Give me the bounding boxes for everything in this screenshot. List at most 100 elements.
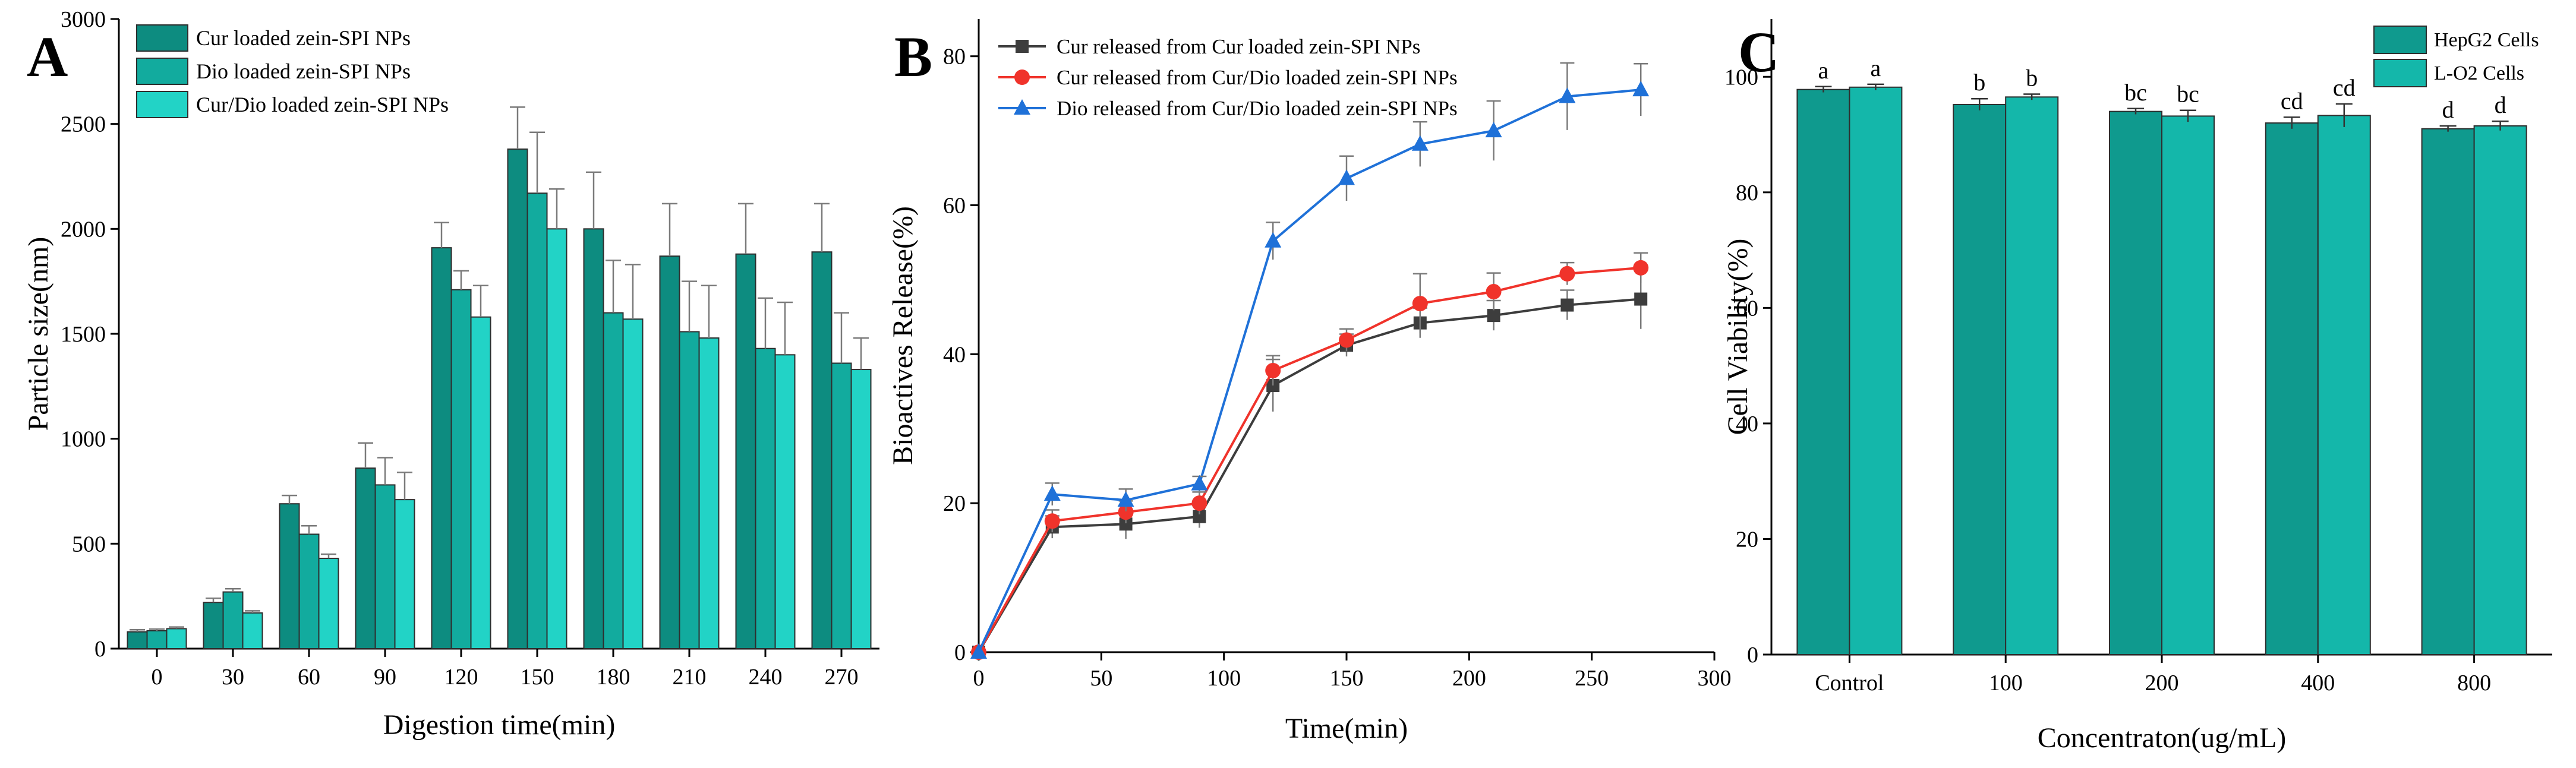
panel-b-y-tick-label: 20 [943, 491, 966, 516]
panel-a-x-tick-label: 150 [521, 665, 554, 690]
panel-a-x-axis-title: Digestion time(min) [383, 709, 616, 741]
panel-c-y-tick-label: 80 [1736, 181, 1758, 206]
panel-a-bar [127, 631, 148, 649]
panel-b-series-line [978, 266, 1641, 653]
panel-a-legend-label: Dio loaded zein-SPI NPs [196, 59, 411, 83]
panel-c-y-tick-label: 40 [1736, 412, 1758, 437]
panel-a-x-tick-label: 60 [298, 665, 320, 690]
panel-b-data-point [1559, 87, 1576, 103]
panel-a-y-tick-label: 2000 [61, 217, 106, 242]
panel-c-legend-label: HepG2 Cells [2434, 29, 2539, 51]
panel-c-bar [2109, 110, 2162, 656]
panel-c-x-tick-label: 400 [2301, 671, 2335, 696]
panel-c-significance-label: d [2442, 96, 2454, 123]
panel-c-legend-swatch [2373, 59, 2427, 87]
panel-b-data-point [1265, 362, 1281, 378]
panel-b-data-point [1043, 485, 1061, 501]
panel-c-significance-label: cd [2333, 74, 2356, 101]
panel-b-data-point [1412, 296, 1428, 312]
panel-c-y-tick-label: 20 [1736, 527, 1758, 552]
panel-b-y-tick-label: 60 [943, 194, 966, 219]
panel-a-bar [603, 312, 624, 649]
panel-a-x-tick-label: 240 [749, 665, 783, 690]
panel-a-bar [811, 251, 833, 649]
panel-b-data-point [1559, 266, 1575, 282]
panel-c-x-tick-label: 100 [1989, 671, 2023, 696]
panel-a-bar [659, 255, 680, 649]
panel-b-data-point [1191, 475, 1208, 491]
panel-a-x-tick-label: 120 [444, 665, 478, 690]
panel-b-x-tick-label: 200 [1452, 666, 1486, 691]
panel-b-legend-label: Cur released from Cur/Dio loaded zein-SP… [1057, 66, 1458, 89]
panel-a-bar [735, 253, 756, 649]
panel-b-data-point [1193, 510, 1206, 523]
panel-b-label: B [894, 25, 932, 89]
panel-b-data-point [970, 643, 987, 659]
panel-b-x-tick-label: 150 [1330, 666, 1364, 691]
panel-c-bar [2473, 125, 2527, 656]
panel-b-data-point [1117, 491, 1134, 507]
panel-b-data-point [1632, 81, 1650, 97]
panel-a-legend-swatch [136, 24, 188, 52]
panel-c-x-tick-label: Control [1815, 671, 1884, 696]
panel-b-x-tick-label: 250 [1575, 666, 1609, 691]
panel-a-bar [679, 331, 700, 649]
panel-b-y-tick-label: 0 [954, 640, 966, 665]
panel-a-bar [298, 533, 320, 650]
panel-a-x-tick-label: 90 [374, 665, 396, 690]
panel-a-legend-label: Cur loaded zein-SPI NPs [196, 26, 411, 50]
panel-c-y-tick-label: 100 [1724, 65, 1758, 90]
panel-a-y-tick-label: 0 [94, 637, 106, 662]
panel-a-y-tick-label: 1500 [61, 322, 106, 347]
panel-b-data-point [1633, 260, 1649, 276]
panel-b-legend-label: Cur released from Cur loaded zein-SPI NP… [1057, 35, 1420, 58]
panel-c-label: C [1738, 20, 1779, 84]
panel-c-bar [2317, 115, 2371, 656]
panel-c-bar [2005, 96, 2059, 655]
panel-a-bar [355, 467, 376, 650]
panel-a-bar [698, 337, 720, 649]
panel-c-significance-label: bc [2124, 79, 2147, 106]
panel-a-legend-swatch [136, 58, 188, 85]
panel-a: 0 500 1000 1500 2000 2500 3000 0 30 60 90 120 150 180… [23, 7, 879, 741]
panel-c-x-axis-title: Concentraton(ug/mL) [2038, 722, 2287, 754]
panel-c-bar [1953, 103, 2007, 656]
panel-b-data-point [1265, 232, 1282, 248]
panel-b-x-tick-label: 0 [973, 666, 985, 691]
panel-b-data-point [1118, 504, 1134, 520]
panel-a-bar [546, 228, 567, 650]
panel-a-bar [583, 228, 604, 650]
panel-c-x-tick-label: 200 [2145, 671, 2179, 696]
panel-c-legend-swatch [2373, 26, 2427, 54]
panel-b-data-point [1339, 332, 1354, 348]
panel-b-data-point [1044, 513, 1060, 529]
panel-a-bar [222, 591, 244, 649]
panel-c-bar [2265, 122, 2319, 656]
panel-c-y-tick-label: 60 [1736, 296, 1758, 321]
panel-c-significance-label: a [1818, 57, 1829, 84]
panel-a-bar [622, 318, 644, 649]
panel-a-bar [279, 503, 300, 650]
panel-a-y-axis-title: Particle size(nm) [23, 237, 54, 431]
panel-a-bar [450, 289, 472, 649]
panel-b-data-point [1119, 517, 1133, 531]
panel-c-significance-label: d [2495, 91, 2506, 118]
panel-c-bar [2161, 115, 2215, 656]
panel-b-series-line [978, 298, 1641, 653]
panel-a-x-tick-label: 210 [673, 665, 707, 690]
panel-a-bar [526, 192, 548, 649]
panel-a-bar [774, 354, 796, 649]
panel-c-bar [1849, 86, 1903, 656]
panel-b-data-point [1338, 169, 1355, 185]
panel-a-y-tick-label: 3000 [61, 7, 106, 32]
panel-a-bar [831, 362, 852, 649]
panel-a-y-tick-label: 500 [72, 532, 106, 557]
panel-c-x-tick-label: 800 [2457, 671, 2491, 696]
panel-b-x-axis-title: Time(min) [1285, 713, 1408, 744]
panel-b-data-point [1634, 292, 1648, 306]
panel-b-legend-marker [1014, 99, 1030, 115]
panel-c-significance-label: bc [2177, 81, 2199, 108]
panel-a-bar [507, 148, 528, 650]
